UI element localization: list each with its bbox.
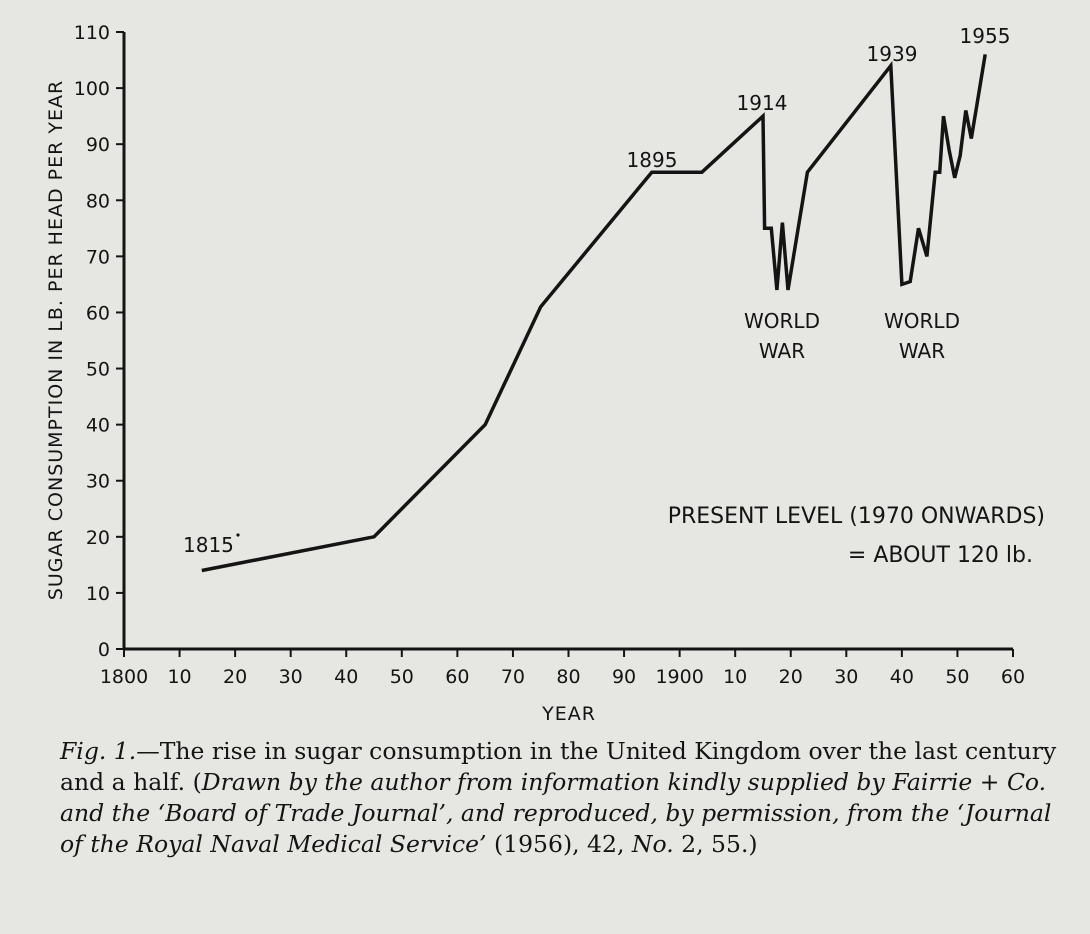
- y-tick-label-50: 50: [86, 359, 110, 381]
- x-tick-label-1940: 40: [890, 666, 914, 688]
- series-group: [201, 54, 987, 573]
- y-tick-label-0: 0: [98, 639, 110, 661]
- annotation-ww1-world: WORLD: [744, 309, 820, 333]
- y-tick-label-30: 30: [86, 471, 110, 493]
- x-tick-label-1870: 70: [501, 666, 525, 688]
- x-tick-label-1930: 30: [834, 666, 858, 688]
- y-axis-title: SUGAR CONSUMPTION IN LB. PER HEAD PER YE…: [45, 80, 67, 600]
- annotation-ww2-world: WORLD: [884, 309, 960, 333]
- caption-no: No.: [631, 830, 674, 858]
- x-tick-label-1820: 20: [223, 666, 247, 688]
- caption-credit: Drawn by the author from information kin…: [60, 768, 1052, 858]
- y-tick-label-20: 20: [86, 527, 110, 549]
- series-line-0: [201, 54, 987, 573]
- annotation-ww2-war: WAR: [899, 339, 945, 363]
- y-tick-label-40: 40: [86, 415, 110, 437]
- x-tick-label-1840: 40: [334, 666, 358, 688]
- x-tick-label-1950: 50: [945, 666, 969, 688]
- annotation-1815-dot: [236, 533, 240, 537]
- x-axis-title: YEAR: [541, 703, 596, 725]
- x-tick-label-1910: 10: [723, 666, 747, 688]
- y-tick-label-70: 70: [86, 246, 110, 268]
- x-tick-label-1800: 1800: [100, 666, 148, 688]
- annotation-1955: 1955: [960, 24, 1011, 48]
- x-tick-label-1890: 90: [612, 666, 636, 688]
- present-level-line2: = ABOUT 120 lb.: [848, 543, 1033, 568]
- caption-fig-label: Fig. 1.: [60, 737, 137, 765]
- annotations: 1815 1895 1914 1939 1955 WORLD WAR WORLD…: [183, 24, 1045, 568]
- x-tick-label-1850: 50: [390, 666, 414, 688]
- figure-caption: Fig. 1.—The rise in sugar consumption in…: [60, 736, 1060, 860]
- annotation-1939: 1939: [867, 42, 918, 66]
- x-tick-label-1920: 20: [779, 666, 803, 688]
- caption-main: —The rise in sugar consumption in the Un…: [60, 737, 1057, 796]
- annotation-1914: 1914: [737, 91, 788, 115]
- y-ticks: 0 10 20 30 40 50 60 70 80 90 100 110: [74, 22, 124, 661]
- x-tick-label-1900: 1900: [655, 666, 703, 688]
- caption-pages: 2, 55.): [673, 830, 758, 858]
- x-tick-label-1830: 30: [279, 666, 303, 688]
- y-tick-label-90: 90: [86, 134, 110, 156]
- y-tick-label-60: 60: [86, 302, 110, 324]
- x-tick-label-1860: 60: [445, 666, 469, 688]
- y-tick-label-110: 110: [74, 22, 110, 44]
- y-tick-label-10: 10: [86, 583, 110, 605]
- y-tick-label-100: 100: [74, 78, 110, 100]
- x-tick-label-1880: 80: [556, 666, 580, 688]
- present-level-line1: PRESENT LEVEL (1970 ONWARDS): [668, 504, 1045, 529]
- annotation-1815: 1815: [183, 533, 234, 557]
- annotation-1895: 1895: [627, 148, 678, 172]
- annotation-ww1-war: WAR: [759, 339, 805, 363]
- x-tick-label-1960: 60: [1001, 666, 1025, 688]
- x-ticks: 1800 10 20 30 40 50 60 70 80 90 1900 10 20 30 40 50 60: [100, 649, 1025, 688]
- caption-year: (1956), 42,: [486, 830, 632, 858]
- sugar-chart: 0 10 20 30 40 50 60 70 80 90 100 110 1800 10 20 30 40 50…: [45, 22, 1045, 725]
- y-tick-label-80: 80: [86, 190, 110, 212]
- x-tick-label-1810: 10: [167, 666, 191, 688]
